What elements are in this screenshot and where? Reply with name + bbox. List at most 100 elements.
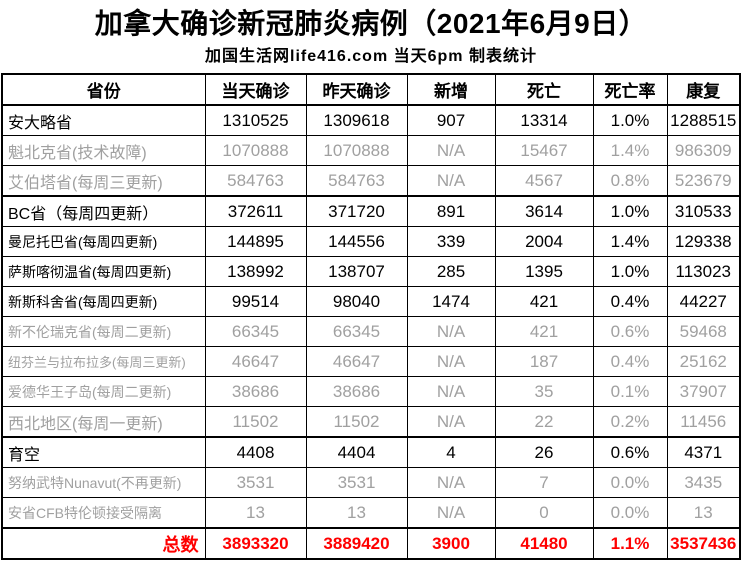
total-yesterday-confirmed: 3889420: [305, 527, 408, 560]
cell-yesterday-confirmed: 66345: [305, 316, 408, 347]
cell-yesterday-confirmed: 13: [305, 497, 408, 529]
cell-recovered: 11456: [666, 406, 741, 438]
cell-province: 新斯科舍省(每周四更新): [1, 286, 206, 317]
cell-yesterday-confirmed: 138707: [305, 256, 408, 287]
cell-today-confirmed: 11502: [204, 406, 307, 438]
cell-recovered: 25162: [666, 346, 741, 377]
total-death-rate: 1.1%: [592, 527, 668, 560]
cell-recovered: 129338: [666, 226, 741, 257]
cell-deaths: 187: [494, 346, 594, 377]
cell-death-rate: 0.6%: [592, 436, 668, 468]
column-header-recovered: 康复: [666, 73, 741, 106]
cell-today-confirmed: 138992: [204, 256, 307, 287]
page: 加拿大确诊新冠肺炎病例（2021年6月9日） 加国生活网life416.com …: [0, 5, 742, 578]
total-new-cases: 3900: [406, 527, 496, 560]
cell-death-rate: 0.6%: [592, 316, 668, 347]
table-row: 曼尼托巴省(每周四更新) 144895 144556 339 2004 1.4%…: [1, 226, 741, 257]
cell-yesterday-confirmed: 3531: [305, 467, 408, 498]
cell-recovered: 523679: [666, 165, 741, 197]
cell-recovered: 37907: [666, 376, 741, 407]
cell-today-confirmed: 46647: [204, 346, 307, 377]
cell-yesterday-confirmed: 144556: [305, 226, 408, 257]
table-row: 爱德华王子岛(每周二更新) 38686 38686 N/A 35 0.1% 37…: [1, 376, 741, 407]
cell-new-cases: 285: [406, 256, 496, 287]
table-row: 努纳武特Nunavut(不再更新) 3531 3531 N/A 7 0.0% 3…: [1, 467, 741, 498]
cell-province: 纽芬兰与拉布拉多(每周三更新): [1, 346, 206, 377]
cell-death-rate: 0.0%: [592, 467, 668, 498]
table-row: 魁北克省(技术故障) 1070888 1070888 N/A 15467 1.4…: [1, 135, 741, 166]
column-header-new-cases: 新增: [406, 73, 496, 106]
cell-deaths: 4567: [494, 165, 594, 197]
cell-deaths: 26: [494, 436, 594, 468]
cell-death-rate: 1.0%: [592, 104, 668, 136]
cell-death-rate: 0.1%: [592, 376, 668, 407]
cell-province: 安大略省: [1, 104, 206, 136]
cell-today-confirmed: 144895: [204, 226, 307, 257]
cell-province: 新不伦瑞克省(每周二更新): [1, 316, 206, 347]
column-header-today-confirmed: 当天确诊: [204, 73, 307, 106]
cell-today-confirmed: 99514: [204, 286, 307, 317]
cell-recovered: 59468: [666, 316, 741, 347]
total-deaths: 41480: [494, 527, 594, 560]
cell-yesterday-confirmed: 38686: [305, 376, 408, 407]
page-title: 加拿大确诊新冠肺炎病例（2021年6月9日）: [94, 8, 648, 39]
cell-deaths: 13314: [494, 104, 594, 136]
table-row: 萨斯喀彻温省(每周四更新) 138992 138707 285 1395 1.0…: [1, 256, 741, 287]
cell-yesterday-confirmed: 98040: [305, 286, 408, 317]
total-row: 总数 3893320 3889420 3900 41480 1.1% 35374…: [1, 527, 741, 560]
table-body: 安大略省 1310525 1309618 907 13314 1.0% 1288…: [1, 104, 741, 529]
cell-recovered: 3435: [666, 467, 741, 498]
cell-province: 西北地区(每周一更新): [1, 406, 206, 438]
total-recovered: 3537436: [666, 527, 741, 560]
cell-deaths: 7: [494, 467, 594, 498]
cell-new-cases: N/A: [406, 165, 496, 197]
cell-recovered: 13: [666, 497, 741, 529]
table-row: 新斯科舍省(每周四更新) 99514 98040 1474 421 0.4% 4…: [1, 286, 741, 317]
cell-new-cases: N/A: [406, 316, 496, 347]
cell-deaths: 421: [494, 286, 594, 317]
cell-deaths: 3614: [494, 195, 594, 227]
cell-new-cases: N/A: [406, 467, 496, 498]
cell-today-confirmed: 3531: [204, 467, 307, 498]
cell-death-rate: 1.4%: [592, 135, 668, 166]
cell-province: 努纳武特Nunavut(不再更新): [1, 467, 206, 498]
cell-yesterday-confirmed: 1309618: [305, 104, 408, 136]
cell-today-confirmed: 1310525: [204, 104, 307, 136]
column-header-yesterday-confirmed: 昨天确诊: [305, 73, 408, 106]
cell-deaths: 0: [494, 497, 594, 529]
cell-deaths: 22: [494, 406, 594, 438]
cell-yesterday-confirmed: 4404: [305, 436, 408, 468]
cell-province: 萨斯喀彻温省(每周四更新): [1, 256, 206, 287]
cell-death-rate: 1.4%: [592, 226, 668, 257]
cell-yesterday-confirmed: 584763: [305, 165, 408, 197]
cell-deaths: 35: [494, 376, 594, 407]
cell-yesterday-confirmed: 46647: [305, 346, 408, 377]
column-header-deaths: 死亡: [494, 73, 594, 106]
cell-province: 安省CFB特伦顿接受隔离: [1, 497, 206, 529]
table-row: 艾伯塔省(每周三更新) 584763 584763 N/A 4567 0.8% …: [1, 165, 741, 197]
cell-new-cases: 339: [406, 226, 496, 257]
cell-recovered: 986309: [666, 135, 741, 166]
cell-new-cases: 4: [406, 436, 496, 468]
table-row: 纽芬兰与拉布拉多(每周三更新) 46647 46647 N/A 187 0.4%…: [1, 346, 741, 377]
cell-new-cases: 891: [406, 195, 496, 227]
cell-deaths: 2004: [494, 226, 594, 257]
cell-death-rate: 0.4%: [592, 286, 668, 317]
cell-death-rate: 0.0%: [592, 497, 668, 529]
cell-new-cases: N/A: [406, 376, 496, 407]
cell-new-cases: N/A: [406, 497, 496, 529]
cell-new-cases: N/A: [406, 346, 496, 377]
cell-today-confirmed: 584763: [204, 165, 307, 197]
cell-recovered: 4371: [666, 436, 741, 468]
table-row: 安大略省 1310525 1309618 907 13314 1.0% 1288…: [1, 104, 741, 136]
cell-death-rate: 1.0%: [592, 195, 668, 227]
cell-today-confirmed: 1070888: [204, 135, 307, 166]
header-row: 省份 当天确诊 昨天确诊 新增 死亡 死亡率 康复: [1, 73, 741, 106]
cell-today-confirmed: 372611: [204, 195, 307, 227]
cell-recovered: 113023: [666, 256, 741, 287]
cell-province: 爱德华王子岛(每周二更新): [1, 376, 206, 407]
covid-report-table: 省份 当天确诊 昨天确诊 新增 死亡 死亡率 康复 安大略省 1310525 1…: [1, 73, 741, 560]
cell-new-cases: N/A: [406, 406, 496, 438]
total-today-confirmed: 3893320: [204, 527, 307, 560]
cell-recovered: 310533: [666, 195, 741, 227]
